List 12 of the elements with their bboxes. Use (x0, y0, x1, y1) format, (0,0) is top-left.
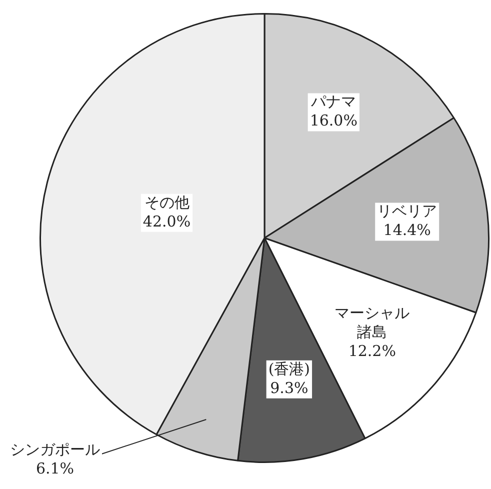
data-label: 42.0% (142, 212, 191, 230)
data-label: 12.2% (348, 342, 396, 360)
slice-label: その他 (144, 193, 190, 212)
slice-label: パナマ (310, 92, 356, 111)
data-label: 14.4% (383, 221, 431, 240)
slice-label: リベリア (377, 202, 438, 220)
data-label: 6.1% (36, 459, 74, 478)
slice-label: シンガポール (10, 440, 100, 458)
slice-label: (香港) (268, 360, 310, 378)
data-label: 16.0% (310, 112, 358, 130)
slice-label: マーシャル諸島 (334, 304, 410, 341)
data-label: 9.3% (270, 378, 308, 397)
